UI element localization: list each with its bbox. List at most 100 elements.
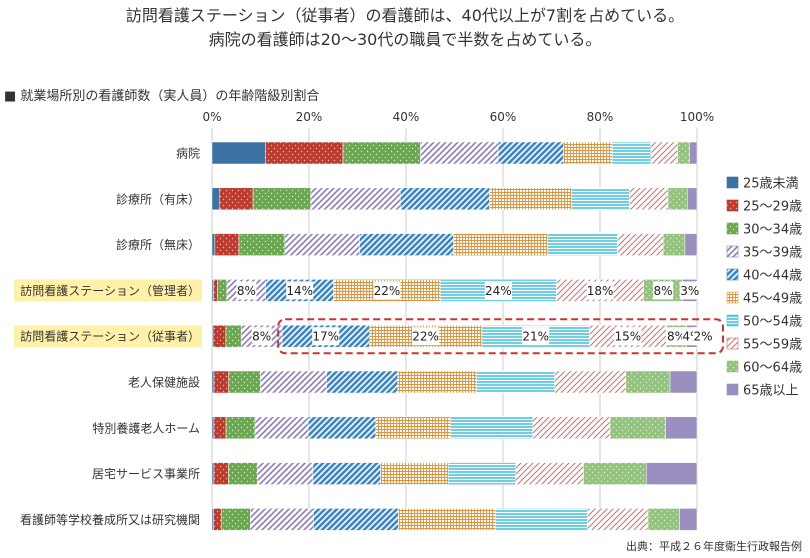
bar-segment [211, 141, 266, 165]
x-tick-label: 100% [680, 110, 714, 124]
bar-segment [453, 233, 548, 256]
bar-segment [447, 462, 517, 485]
legend-label: 50～54歳 [743, 315, 802, 330]
bar-segment [687, 187, 698, 211]
chart-subtitle: ■ 就業場所別の看護師数（実人員）の年齢階級別割合 [4, 89, 320, 104]
bar-segment [257, 462, 314, 485]
bar-segment [494, 508, 588, 531]
data-label: 3% [680, 284, 699, 298]
category-label: 病院 [176, 146, 200, 161]
legend-swatch [726, 245, 739, 258]
data-label-box [614, 327, 642, 346]
data-label: 17% [312, 330, 339, 344]
data-label-box [484, 281, 512, 300]
legend-label: 25～29歳 [743, 200, 802, 215]
legend: 25歳未満 25～29歳 30～34歳 35～39歳 40～44歳 45～49歳 50～54… [726, 176, 802, 399]
headline-line-2: 病院の看護師は20～30代の職員で半数を占めている。 [208, 30, 602, 49]
bar-segment [228, 370, 261, 394]
bar-segment [625, 370, 671, 394]
legend-swatch [726, 337, 739, 350]
legend-label: 30～34歳 [743, 223, 802, 238]
bar-segment [532, 416, 611, 440]
data-label: 8% [237, 284, 256, 298]
data-label-box [286, 281, 314, 300]
bar-segment [583, 462, 647, 485]
data-label-box [693, 327, 713, 346]
legend-label: 25歳未満 [743, 177, 799, 192]
highlight-dashed-box [277, 318, 724, 355]
bar-segment [647, 508, 680, 531]
bar-segment [611, 141, 652, 165]
data-label: 8% [252, 330, 271, 344]
headline-line-1: 訪問看護ステーション（従事者）の看護師は、40代以上が7割を占めている。 [125, 6, 685, 25]
bar-segment [665, 416, 698, 440]
data-label-box [679, 281, 700, 300]
bar-segment [476, 370, 556, 394]
bar-segment [212, 324, 227, 348]
category-label: 診療所（有床） [116, 191, 200, 206]
bar-segment [220, 508, 251, 531]
bar-segment [547, 233, 618, 256]
category-label: 看護師等学校養成所又は研究機関 [20, 512, 200, 527]
data-label-box [412, 327, 440, 346]
bar-segment [211, 187, 220, 211]
bar-segment [650, 141, 678, 165]
bar-segment [629, 187, 669, 211]
bar-segment [646, 462, 698, 485]
bar-segment [515, 462, 584, 485]
data-label-box [666, 327, 687, 346]
headline: 訪問看護ステーション（従事者）の看護師は、40代以上が7割を占めている。 病院の… [0, 4, 810, 52]
data-label-box [236, 281, 257, 300]
bar-segment [380, 462, 449, 485]
bar-segment [397, 508, 496, 531]
legend-swatch [726, 199, 739, 212]
bar-segment [225, 416, 256, 440]
legend-label: 60～64歳 [743, 361, 802, 376]
data-label: 15% [615, 330, 642, 344]
data-label: 2% [693, 330, 712, 344]
legend-swatch [726, 360, 739, 373]
bar-segment [571, 187, 630, 211]
data-labels: 8% 14% 22% 24% 18% 8% 3%8% 17% 22% 21% 15% 8%4%2% [236, 281, 713, 346]
bar-segment [211, 233, 216, 256]
legend-swatch [726, 383, 739, 396]
data-label-box [373, 281, 401, 300]
x-axis-ticks: 0% 20% 40% 60% 80% 100% [202, 110, 714, 124]
bar-segment [609, 416, 666, 440]
bar-segment [213, 370, 229, 394]
data-label: 22% [374, 284, 401, 298]
data-label-box [586, 281, 614, 300]
bar-segment [213, 508, 222, 531]
bar-segment [667, 187, 688, 211]
bar-segment [689, 141, 698, 165]
bar-segment [359, 233, 454, 256]
legend-label: 65歳以上 [743, 384, 799, 399]
data-label-box [251, 327, 272, 346]
bar-segment [663, 233, 686, 256]
legend-swatch [726, 291, 739, 304]
bar-segment [225, 324, 242, 348]
x-tick-label: 80% [587, 110, 614, 124]
legend-swatch [726, 176, 739, 189]
bar-segment [375, 416, 451, 440]
category-label: 訪問看護ステーション（従事者） [20, 329, 200, 344]
bar-segment [450, 416, 534, 440]
bar-segment [679, 508, 698, 531]
bar-segment [238, 233, 286, 256]
bar-segment [563, 141, 613, 165]
bar-segment [554, 370, 627, 394]
data-label: 18% [587, 284, 614, 298]
data-label-box [522, 327, 550, 346]
x-tick-label: 40% [393, 110, 420, 124]
bar-segment [669, 370, 698, 394]
bar-segment [617, 233, 664, 256]
bar-segment [214, 233, 240, 256]
bar-segment [310, 187, 401, 211]
data-label: 14% [286, 284, 313, 298]
category-label: 居宅サービス事業所 [92, 466, 200, 481]
bar-segment [218, 187, 254, 211]
bar-segment [211, 370, 215, 394]
bar-segment [260, 370, 328, 394]
